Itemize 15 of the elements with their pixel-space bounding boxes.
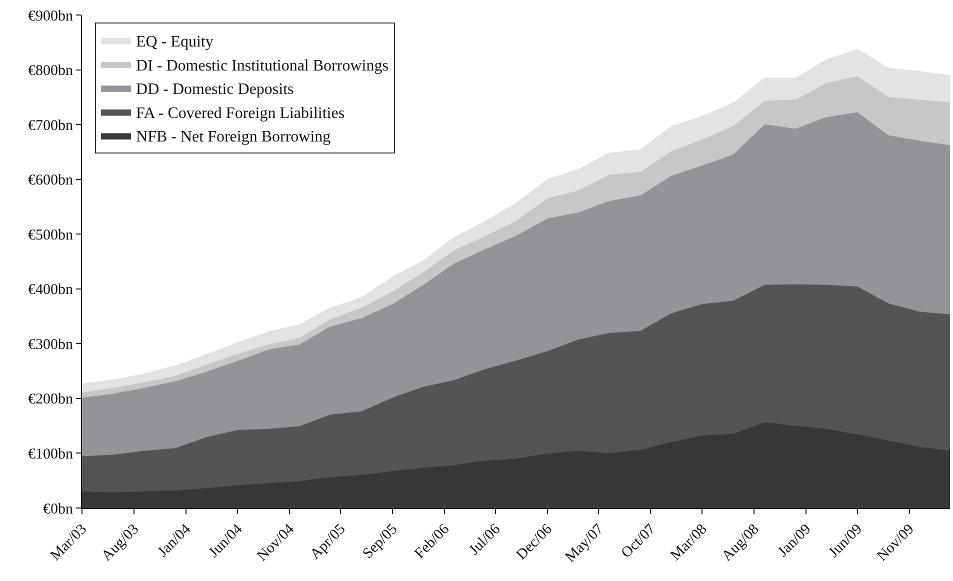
legend-label: DD - Domestic Deposits — [136, 81, 294, 98]
legend-label: DI - Domestic Institutional Borrowings — [136, 57, 388, 74]
y-tick-label: €700bn — [28, 118, 74, 134]
y-tick-label: €900bn — [28, 8, 74, 24]
y-tick-label: €200bn — [28, 392, 74, 408]
y-tick-label: €100bn — [28, 446, 74, 462]
y-tick-label: €400bn — [28, 282, 74, 298]
y-tick-label: €600bn — [28, 172, 74, 189]
legend-label: EQ - Equity — [136, 34, 214, 51]
legend-label: NFB - Net Foreign Borrowing — [136, 128, 331, 146]
y-tick-label: €300bn — [28, 336, 74, 353]
legend-label: FA - Covered Foreign Liabilities — [136, 104, 345, 122]
y-tick-label: €0bn — [43, 501, 74, 518]
y-tick-label: €800bn — [28, 63, 74, 80]
y-tick-label: €500bn — [28, 227, 74, 244]
